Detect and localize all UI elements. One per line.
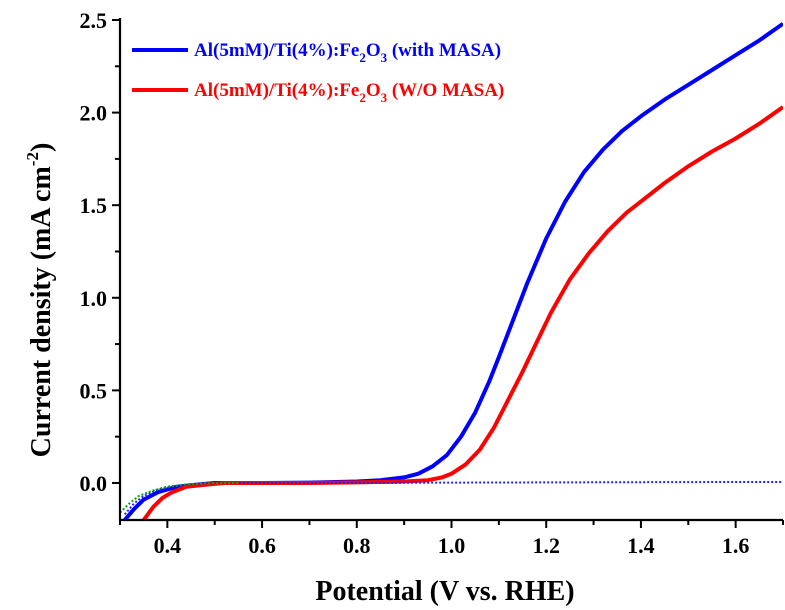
y-tick-label: 0.5 <box>80 378 108 403</box>
y-tick-label: 2.0 <box>80 101 108 126</box>
y-axis-title-main: Current density (mA cm <box>26 166 57 457</box>
series-line-2 <box>142 105 783 520</box>
y-tick-label: 1.0 <box>80 286 108 311</box>
legend-label: Al(5mM)/Ti(4%):Fe2O3 (W/O MASA) <box>194 80 504 105</box>
legend-label: Al(5mM)/Ti(4%):Fe2O3 (with MASA) <box>194 40 501 65</box>
legend: Al(5mM)/Ti(4%):Fe2O3 (with MASA) Al(5mM)/… <box>132 40 504 105</box>
x-tick-label: 0.4 <box>154 533 182 558</box>
x-tick-label: 0.8 <box>343 533 371 558</box>
x-tick-label: 1.4 <box>627 533 655 558</box>
y-tick-label: 1.5 <box>80 193 108 218</box>
y-axis-title-close: ) <box>26 143 57 152</box>
x-tick-label: 0.6 <box>248 533 276 558</box>
y-tick-label: 0.0 <box>80 471 108 496</box>
x-axis-title: Potential (V vs. RHE) <box>315 576 574 607</box>
series-layer <box>120 22 783 520</box>
y-axis-title-sup: -2 <box>23 152 42 166</box>
x-tick-label: 1.0 <box>438 533 466 558</box>
y-axis-title: Current density (mA cm-2) <box>23 143 57 458</box>
series-line-3 <box>123 481 783 516</box>
ticks-layer: 0.4 0.6 0.8 1.0 1.2 1.4 1.6 0.0 0.5 1.0 1.5 2.0 2.5 <box>80 8 784 558</box>
x-tick-label: 1.2 <box>532 533 560 558</box>
y-tick-label: 2.5 <box>80 8 108 33</box>
x-tick-label: 1.6 <box>722 533 750 558</box>
